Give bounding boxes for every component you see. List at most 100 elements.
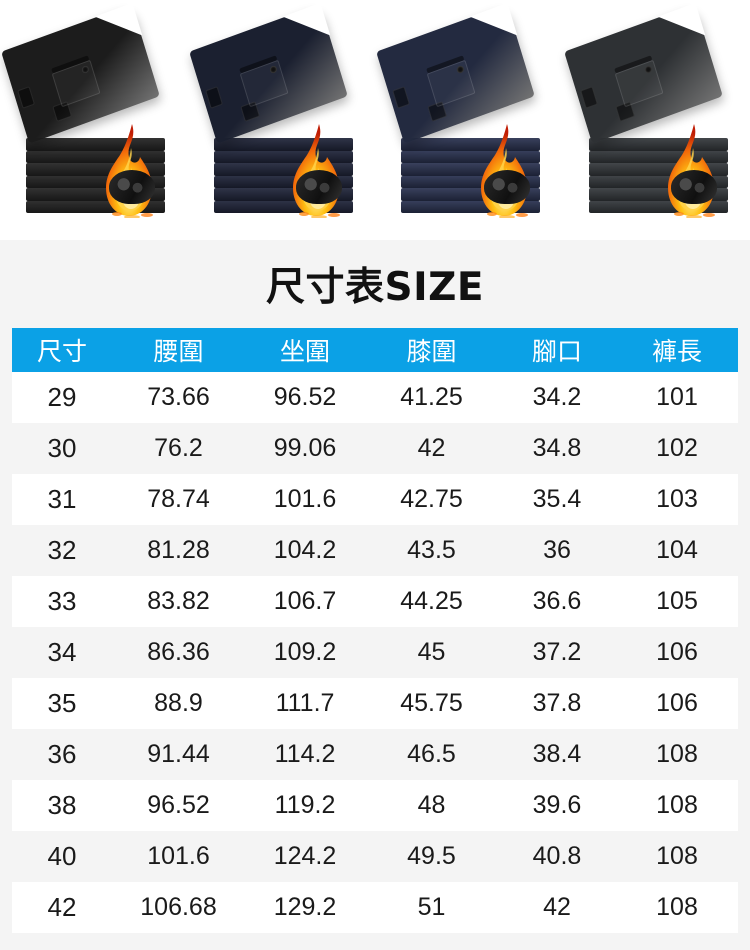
cell-knee: 45 (365, 627, 498, 678)
cell-knee: 42 (365, 423, 498, 474)
table-row: 36 91.44 114.2 46.5 38.4 108 (12, 729, 738, 780)
cell-size: 29 (12, 372, 112, 423)
table-row: 38 96.52 119.2 48 39.6 108 (12, 780, 738, 831)
cell-knee: 49.5 (365, 831, 498, 882)
table-row: 31 78.74 101.6 42.75 35.4 103 (12, 474, 738, 525)
cell-waist: 88.9 (112, 678, 245, 729)
folded-trousers (1, 4, 160, 144)
cell-hip: 111.7 (245, 678, 365, 729)
column-header-5: 褲長 (616, 328, 738, 372)
pocket-detail (614, 60, 664, 108)
cell-waist: 91.44 (112, 729, 245, 780)
cell-waist: 106.68 (112, 882, 245, 933)
folded-stack (26, 138, 165, 216)
cell-size: 38 (12, 780, 112, 831)
pocket-detail (239, 60, 289, 108)
table-row: 32 81.28 104.2 43.5 36 104 (12, 525, 738, 576)
product-banner (0, 0, 750, 240)
product-image-navy-trousers[interactable] (375, 0, 563, 240)
cell-length: 101 (616, 372, 738, 423)
cell-knee: 48 (365, 780, 498, 831)
cell-length: 104 (616, 525, 738, 576)
cell-length: 108 (616, 729, 738, 780)
product-image-dark-charcoal-trousers[interactable] (188, 0, 376, 240)
cell-length: 103 (616, 474, 738, 525)
cell-waist: 76.2 (112, 423, 245, 474)
belt-loop-icon (392, 86, 411, 110)
cell-size: 31 (12, 474, 112, 525)
cell-cuff: 39.6 (498, 780, 616, 831)
cell-knee: 45.75 (365, 678, 498, 729)
belt-loop-icon (205, 86, 223, 110)
folded-stack (401, 138, 540, 216)
cell-length: 105 (616, 576, 738, 627)
table-row: 33 83.82 106.7 44.25 36.6 105 (12, 576, 738, 627)
cell-size: 35 (12, 678, 112, 729)
cell-knee: 51 (365, 882, 498, 933)
cell-hip: 129.2 (245, 882, 365, 933)
cell-waist: 86.36 (112, 627, 245, 678)
cell-cuff: 37.2 (498, 627, 616, 678)
product-image-black-trousers[interactable] (0, 0, 188, 240)
cell-knee: 43.5 (365, 525, 498, 576)
table-row: 34 86.36 109.2 45 37.2 106 (12, 627, 738, 678)
product-image-charcoal-grey-trousers[interactable] (563, 0, 750, 240)
folded-stack (213, 138, 353, 216)
table-row: 29 73.66 96.52 41.25 34.2 101 (12, 372, 738, 423)
page-title: 尺寸表SIZE (265, 265, 485, 310)
cell-cuff: 38.4 (498, 729, 616, 780)
pocket-detail (426, 60, 476, 108)
cell-length: 108 (616, 780, 738, 831)
table-row: 35 88.9 111.7 45.75 37.8 106 (12, 678, 738, 729)
cell-cuff: 34.2 (498, 372, 616, 423)
size-table-body: 29 73.66 96.52 41.25 34.2 101 30 76.2 99.06 42 34.… (12, 372, 738, 933)
cell-length: 108 (616, 831, 738, 882)
cell-hip: 106.7 (245, 576, 365, 627)
column-header-1: 腰圍 (112, 328, 245, 372)
cell-length: 106 (616, 627, 738, 678)
cell-length: 108 (616, 882, 738, 933)
column-header-4: 腳口 (498, 328, 616, 372)
cell-hip: 104.2 (245, 525, 365, 576)
table-row: 42 106.68 129.2 51 42 108 (12, 882, 738, 933)
size-table-container: 尺寸 腰圍 坐圍 膝圍 腳口 褲長 29 73.66 96.52 41.25 34.2 101 30 7… (0, 328, 750, 933)
cell-waist: 81.28 (112, 525, 245, 576)
folded-trousers (188, 4, 348, 144)
cell-size: 33 (12, 576, 112, 627)
pocket-detail (51, 60, 101, 108)
cell-hip: 96.52 (245, 372, 365, 423)
cell-size: 30 (12, 423, 112, 474)
cell-knee: 44.25 (365, 576, 498, 627)
cell-waist: 96.52 (112, 780, 245, 831)
cell-knee: 46.5 (365, 729, 498, 780)
cell-cuff: 36.6 (498, 576, 616, 627)
cell-hip: 124.2 (245, 831, 365, 882)
table-row: 30 76.2 99.06 42 34.8 102 (12, 423, 738, 474)
cell-waist: 73.66 (112, 372, 245, 423)
folded-trousers (563, 4, 723, 144)
cell-size: 42 (12, 882, 112, 933)
cell-size: 34 (12, 627, 112, 678)
cell-cuff: 37.8 (498, 678, 616, 729)
cell-hip: 119.2 (245, 780, 365, 831)
cell-waist: 101.6 (112, 831, 245, 882)
cell-waist: 78.74 (112, 474, 245, 525)
cell-cuff: 35.4 (498, 474, 616, 525)
cell-cuff: 40.8 (498, 831, 616, 882)
cell-hip: 109.2 (245, 627, 365, 678)
title-section: 尺寸表SIZE (0, 240, 750, 328)
folded-stack (588, 138, 728, 216)
table-row: 40 101.6 124.2 49.5 40.8 108 (12, 831, 738, 882)
cell-hip: 99.06 (245, 423, 365, 474)
cell-hip: 114.2 (245, 729, 365, 780)
cell-cuff: 42 (498, 882, 616, 933)
belt-loop-icon (17, 86, 36, 110)
cell-waist: 83.82 (112, 576, 245, 627)
cell-size: 32 (12, 525, 112, 576)
cell-hip: 101.6 (245, 474, 365, 525)
column-header-0: 尺寸 (12, 328, 112, 372)
cell-knee: 42.75 (365, 474, 498, 525)
column-header-2: 坐圍 (245, 328, 365, 372)
cell-cuff: 36 (498, 525, 616, 576)
